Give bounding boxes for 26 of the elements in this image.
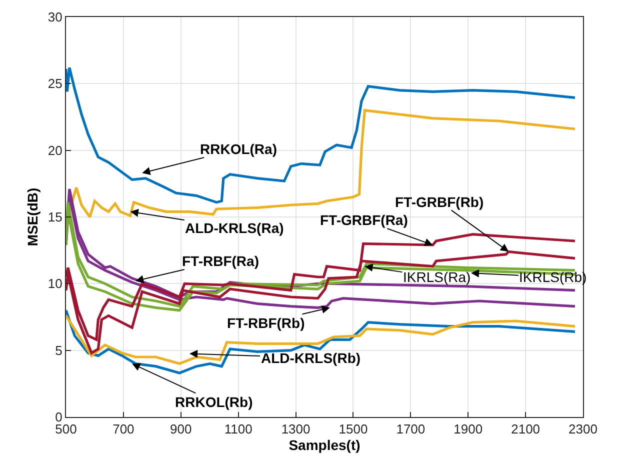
x-tick-label: 2300 bbox=[568, 422, 598, 437]
annotation: IKRLS(Ra) bbox=[403, 269, 471, 285]
y-tick-label: 15 bbox=[48, 210, 62, 225]
y-axis-title: MSE(dB) bbox=[24, 188, 41, 246]
annotation: FT-RBF(Rb) bbox=[227, 315, 305, 331]
x-axis-title: Samples(t) bbox=[288, 436, 360, 453]
x-tick-label: 900 bbox=[170, 422, 192, 437]
x-tick-label: 1100 bbox=[224, 422, 252, 437]
x-tick-label: 1300 bbox=[281, 422, 310, 437]
x-tick-label: 1500 bbox=[338, 422, 368, 437]
annotation: RRKOL(Ra) bbox=[200, 141, 277, 157]
y-tick-label: 30 bbox=[48, 10, 62, 25]
x-tick-label: 1900 bbox=[454, 422, 483, 437]
annotation: FT-RBF(Ra) bbox=[182, 253, 259, 269]
annotation: ALD-KRLS(Rb) bbox=[261, 350, 361, 366]
y-tick-label: 20 bbox=[48, 142, 62, 158]
y-tick-label: 10 bbox=[48, 276, 62, 292]
annotation: RRKOL(Rb) bbox=[175, 394, 253, 410]
annotation: FT-GRBF(Rb) bbox=[395, 194, 484, 210]
annotation: FT-GRBF(Ra) bbox=[320, 212, 408, 228]
annotation: ALD-KRLS(Ra) bbox=[185, 220, 284, 236]
y-tick-label: 5 bbox=[55, 342, 62, 358]
x-tick-label: 700 bbox=[112, 422, 134, 437]
x-tick-label: 1700 bbox=[396, 422, 426, 437]
x-tick-label: 2100 bbox=[511, 422, 540, 437]
y-tick-label: 25 bbox=[48, 76, 62, 92]
